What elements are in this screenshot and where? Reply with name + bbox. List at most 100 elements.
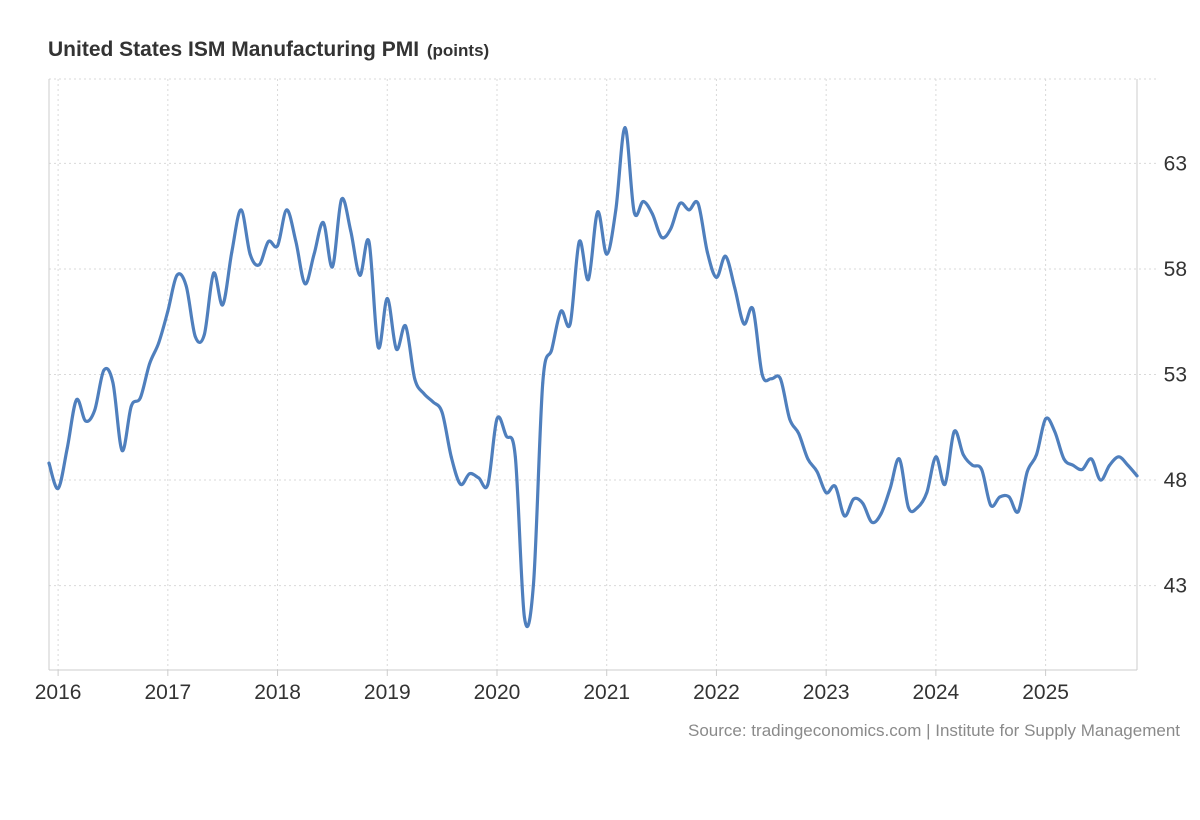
data-point	[824, 491, 828, 495]
data-point	[623, 126, 627, 129]
y-tick-label: 58	[1164, 258, 1187, 281]
y-tick-label: 48	[1164, 469, 1187, 492]
data-point	[1099, 478, 1102, 482]
data-point	[760, 373, 764, 376]
data-point	[349, 229, 353, 233]
data-point	[193, 335, 197, 338]
data-point	[934, 455, 938, 459]
data-point	[120, 449, 124, 452]
data-point	[212, 271, 215, 275]
data-point	[651, 212, 654, 216]
data-point	[541, 381, 545, 385]
data-point	[586, 278, 590, 281]
data-point	[1016, 510, 1020, 514]
grid-lines	[49, 78, 1157, 670]
data-point	[413, 377, 417, 381]
data-point	[632, 210, 636, 214]
data-point	[605, 252, 609, 256]
series-line	[47, 125, 1139, 629]
data-point	[340, 197, 343, 201]
data-point	[989, 503, 993, 507]
data-point	[331, 265, 334, 269]
data-point	[1044, 417, 1048, 421]
data-point	[230, 250, 234, 254]
data-point	[1126, 463, 1130, 467]
y-tick-label: 53	[1164, 364, 1187, 387]
data-point	[687, 208, 691, 212]
data-point	[202, 332, 206, 336]
data-point	[788, 417, 792, 421]
data-point	[138, 396, 142, 400]
data-point	[596, 210, 600, 214]
data-point	[843, 514, 846, 518]
x-tick-label: 2018	[254, 681, 301, 704]
y-tick-label: 63	[1164, 152, 1187, 175]
data-point	[1025, 470, 1029, 473]
data-point	[980, 468, 984, 471]
data-point	[84, 419, 87, 423]
data-point	[1089, 457, 1093, 461]
data-point	[56, 487, 60, 490]
data-point	[1007, 495, 1011, 499]
data-point	[669, 227, 673, 231]
data-point	[111, 381, 115, 385]
axes	[48, 79, 1138, 676]
x-tick-label: 2022	[693, 681, 740, 704]
data-point	[769, 377, 773, 381]
data-point	[879, 512, 883, 516]
data-point	[532, 582, 535, 585]
data-point	[806, 457, 810, 461]
data-point	[797, 432, 801, 435]
data-point	[367, 240, 371, 243]
data-point	[559, 309, 563, 313]
data-point	[833, 484, 837, 488]
data-point	[907, 506, 910, 509]
data-point	[404, 324, 407, 328]
data-point	[148, 362, 151, 366]
data-point	[1053, 430, 1057, 433]
data-point	[65, 446, 69, 450]
data-point	[394, 347, 398, 351]
data-point	[1035, 453, 1038, 457]
data-point	[294, 240, 298, 243]
data-point	[1080, 468, 1084, 471]
chart-title: United States ISM Manufacturing PMI (poi…	[48, 38, 489, 62]
data-point	[998, 495, 1002, 499]
data-point	[75, 398, 78, 402]
data-point	[285, 208, 289, 212]
data-point	[321, 221, 325, 224]
data-point	[221, 303, 225, 307]
data-point	[1117, 455, 1121, 459]
data-point	[495, 417, 499, 421]
data-point	[888, 487, 892, 490]
chart-unit: (points)	[426, 41, 490, 60]
data-point	[166, 309, 170, 313]
data-point	[523, 615, 526, 619]
data-point	[157, 341, 161, 345]
x-axis-ticks: 2016 2017 2018 2019 2020 2021 2022 2023 2024 2025	[35, 681, 1069, 704]
data-point	[239, 208, 243, 212]
data-point	[870, 520, 874, 524]
data-point	[678, 202, 682, 205]
x-tick-label: 2023	[803, 681, 850, 704]
data-point	[504, 434, 508, 438]
data-point	[93, 408, 97, 412]
data-point	[459, 482, 462, 486]
data-point	[916, 506, 919, 509]
data-point	[184, 284, 188, 288]
x-tick-label: 2025	[1022, 681, 1069, 704]
x-tick-label: 2019	[364, 681, 411, 704]
data-point	[925, 491, 929, 495]
data-point	[733, 286, 737, 290]
data-point	[248, 252, 252, 256]
data-point	[513, 455, 517, 459]
data-point	[385, 297, 389, 300]
series-layer	[47, 125, 1139, 629]
data-point	[486, 482, 490, 486]
data-point	[276, 244, 279, 248]
x-tick-label: 2017	[144, 681, 191, 704]
data-point	[47, 461, 51, 465]
data-point	[971, 463, 974, 467]
data-point	[742, 322, 746, 326]
data-point	[660, 235, 663, 239]
